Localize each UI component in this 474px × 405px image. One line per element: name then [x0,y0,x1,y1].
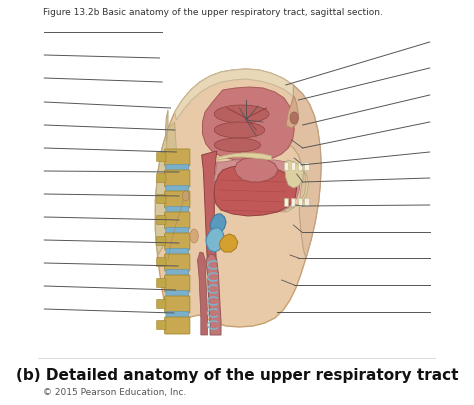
FancyBboxPatch shape [166,207,189,213]
Polygon shape [155,69,321,327]
FancyBboxPatch shape [156,237,166,245]
Text: © 2015 Pearson Education, Inc.: © 2015 Pearson Education, Inc. [43,388,186,397]
Polygon shape [285,170,309,212]
FancyBboxPatch shape [166,311,189,318]
FancyBboxPatch shape [166,269,189,275]
FancyBboxPatch shape [164,149,190,166]
FancyBboxPatch shape [164,317,190,334]
Bar [304,198,309,206]
Polygon shape [285,160,303,188]
Polygon shape [210,214,226,234]
Polygon shape [206,254,221,335]
FancyBboxPatch shape [156,320,166,330]
Polygon shape [235,158,278,182]
Bar [284,198,288,206]
FancyBboxPatch shape [164,170,190,187]
Bar [298,162,302,170]
Polygon shape [213,160,300,213]
Ellipse shape [214,105,269,123]
FancyBboxPatch shape [156,173,166,183]
FancyBboxPatch shape [166,228,189,234]
Text: (b) Detailed anatomy of the upper respiratory tract: (b) Detailed anatomy of the upper respir… [16,368,458,383]
FancyBboxPatch shape [156,300,166,309]
Bar [298,198,302,206]
Text: Figure 13.2b Basic anatomy of the upper respiratory tract, sagittal section.: Figure 13.2b Basic anatomy of the upper … [43,8,383,17]
Bar [291,198,295,206]
Polygon shape [175,69,316,130]
FancyBboxPatch shape [164,254,190,271]
FancyBboxPatch shape [164,233,190,250]
FancyBboxPatch shape [156,215,166,224]
Polygon shape [202,87,294,161]
Ellipse shape [290,112,299,124]
Polygon shape [165,122,179,252]
FancyBboxPatch shape [164,212,190,229]
FancyBboxPatch shape [166,185,189,192]
FancyBboxPatch shape [156,194,166,203]
Polygon shape [201,151,218,318]
Bar [284,162,288,170]
FancyBboxPatch shape [166,249,189,254]
Polygon shape [155,110,170,255]
FancyBboxPatch shape [166,290,189,296]
Ellipse shape [214,122,265,138]
Polygon shape [219,234,238,252]
Ellipse shape [182,191,189,201]
Ellipse shape [214,138,261,152]
FancyBboxPatch shape [164,191,190,208]
FancyBboxPatch shape [164,275,190,292]
Polygon shape [214,165,297,216]
FancyBboxPatch shape [156,153,166,162]
Polygon shape [171,248,187,322]
Ellipse shape [190,229,198,243]
Bar [291,162,295,170]
FancyBboxPatch shape [164,296,190,313]
Polygon shape [287,85,321,258]
FancyBboxPatch shape [156,258,166,266]
Polygon shape [198,252,208,335]
Bar [304,162,309,170]
Polygon shape [206,228,224,252]
FancyBboxPatch shape [166,164,189,171]
Polygon shape [287,96,299,128]
FancyBboxPatch shape [156,279,166,288]
Polygon shape [217,153,272,160]
